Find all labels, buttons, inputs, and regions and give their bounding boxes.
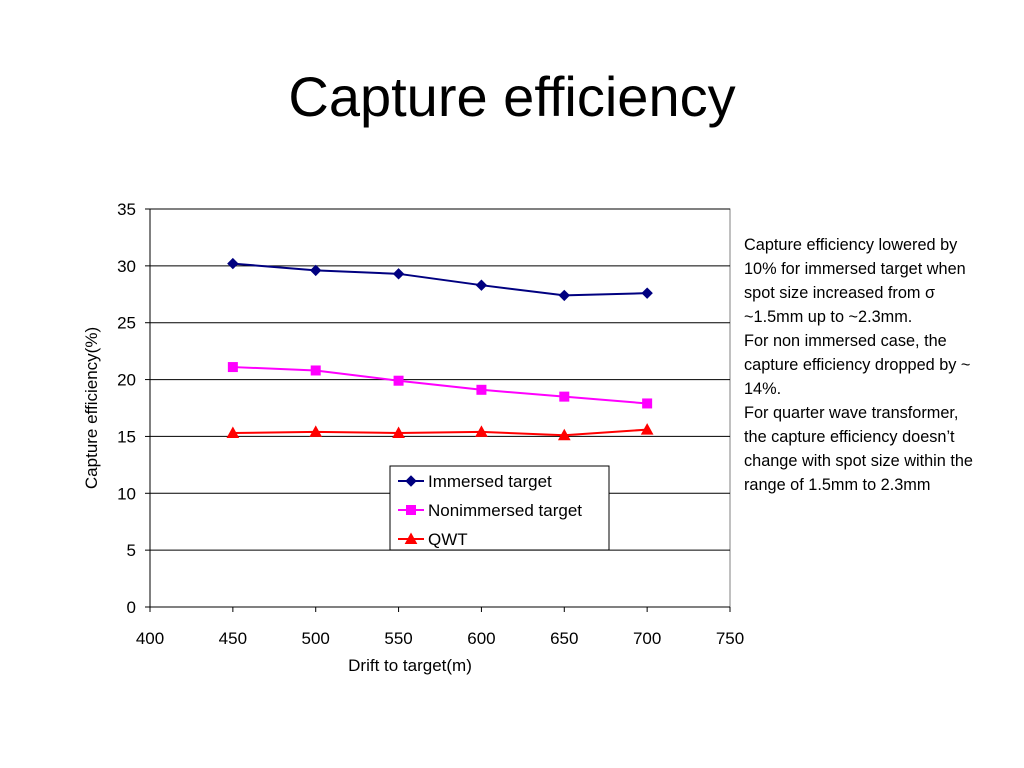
x-tick-label: 750 [716,629,744,648]
x-tick-label: 600 [467,629,495,648]
data-point-series-2 [642,398,653,409]
data-point-series-2 [227,362,238,373]
data-point-series-3 [309,425,323,437]
data-point-series-1 [227,257,239,270]
y-tick-label: 15 [117,427,136,446]
data-point-series-3 [226,426,240,439]
data-point-series-1 [475,279,488,291]
x-tick-label: 450 [219,629,247,648]
y-tick-label: 0 [127,598,136,617]
data-point-series-2 [393,375,404,386]
data-point-series-2 [310,365,321,376]
series-line-1 [232,262,648,297]
legend-marker [405,475,417,487]
x-axis-label: Drift to target(m) [348,656,472,675]
legend-label: Nonimmersed target [428,501,582,520]
legend-marker [404,532,418,544]
note-paragraph-2: For non immersed case, the capture effic… [744,332,971,398]
series-line-2 [232,366,648,405]
x-tick-label: 650 [550,629,578,648]
data-point-series-1 [310,264,322,277]
data-point-series-1 [641,287,653,299]
data-point-series-2 [476,384,487,395]
legend-marker [406,505,416,515]
data-point-series-3 [640,423,654,435]
y-tick-label: 10 [117,484,136,503]
y-tick-label: 35 [117,200,136,219]
notes-text: Capture efficiency lowered by 10% for im… [744,233,984,497]
series-line-3 [232,428,648,437]
y-tick-label: 5 [127,541,136,560]
x-tick-label: 500 [302,629,330,648]
legend-label: QWT [428,530,468,549]
data-point-series-3 [557,428,571,441]
x-tick-label: 550 [384,629,412,648]
note-paragraph-1: Capture efficiency lowered by 10% for im… [744,236,966,326]
data-point-series-2 [559,391,570,402]
legend-box [389,465,610,551]
data-point-series-1 [392,268,405,280]
note-paragraph-3: For quarter wave transformer, the captur… [744,404,973,494]
legend-label: Immersed target [428,472,552,491]
data-point-series-3 [392,426,405,439]
data-point-series-1 [558,289,570,302]
slide-title: Capture efficiency [288,65,736,128]
y-tick-label: 20 [117,371,136,390]
y-tick-label: 30 [117,257,136,276]
y-tick-label: 25 [117,314,136,333]
x-tick-label: 700 [633,629,661,648]
y-axis-label: Capture efficiency(%) [82,327,101,489]
x-tick-label: 400 [136,629,164,648]
line-chart: 0 5 10 15 20 25 30 35 400 450 500 550 600 650 700 750 Dr… [82,200,744,675]
data-point-series-3 [475,425,488,437]
